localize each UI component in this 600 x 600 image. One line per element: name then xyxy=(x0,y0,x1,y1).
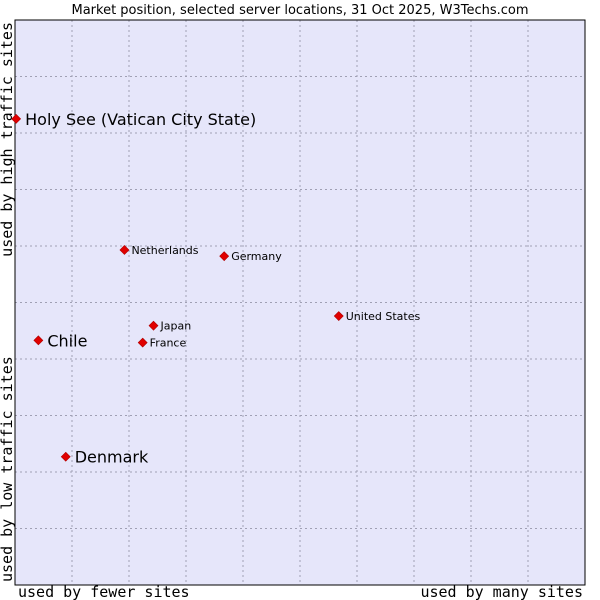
point-label-france: France xyxy=(150,337,187,350)
point-marker-denmark xyxy=(60,451,71,462)
y-axis-label-bottom: used by low traffic sites xyxy=(0,356,16,582)
data-points: Holy See (Vatican City State) Netherlands… xyxy=(11,110,421,467)
point-label-chile: Chile xyxy=(47,331,87,350)
point-marker-netherlands xyxy=(119,245,130,255)
point-marker-holy-see-vatican-city-state xyxy=(11,113,22,124)
data-point-japan: Japan xyxy=(148,320,192,333)
point-marker-japan xyxy=(148,320,159,331)
data-point-denmark: Denmark xyxy=(60,448,149,467)
point-label-holy-see-vatican-city-state: Holy See (Vatican City State) xyxy=(25,110,256,129)
point-marker-united-states xyxy=(333,311,344,321)
chart-title: Market position, selected server locatio… xyxy=(71,3,528,18)
x-axis-label-left: used by fewer sites xyxy=(18,583,190,600)
y-axis-label-top: used by high traffic sites xyxy=(0,22,16,257)
point-label-united-states: United States xyxy=(346,310,421,323)
point-label-japan: Japan xyxy=(160,320,192,333)
data-point-germany: Germany xyxy=(219,250,282,263)
x-axis-label-right: used by many sites xyxy=(420,583,583,600)
grid-lines xyxy=(15,20,585,585)
point-label-netherlands: Netherlands xyxy=(131,244,198,257)
data-point-chile: Chile xyxy=(33,331,87,350)
data-point-netherlands: Netherlands xyxy=(119,244,199,257)
data-point-united-states: United States xyxy=(333,310,421,323)
point-label-denmark: Denmark xyxy=(75,448,149,467)
point-marker-chile xyxy=(33,335,44,346)
data-point-france: France xyxy=(137,337,187,350)
plot-border xyxy=(14,19,586,586)
point-label-germany: Germany xyxy=(231,250,282,263)
point-marker-france xyxy=(137,337,148,348)
point-marker-germany xyxy=(219,251,230,262)
data-point-holy-see-vatican-city-state: Holy See (Vatican City State) xyxy=(11,110,256,129)
